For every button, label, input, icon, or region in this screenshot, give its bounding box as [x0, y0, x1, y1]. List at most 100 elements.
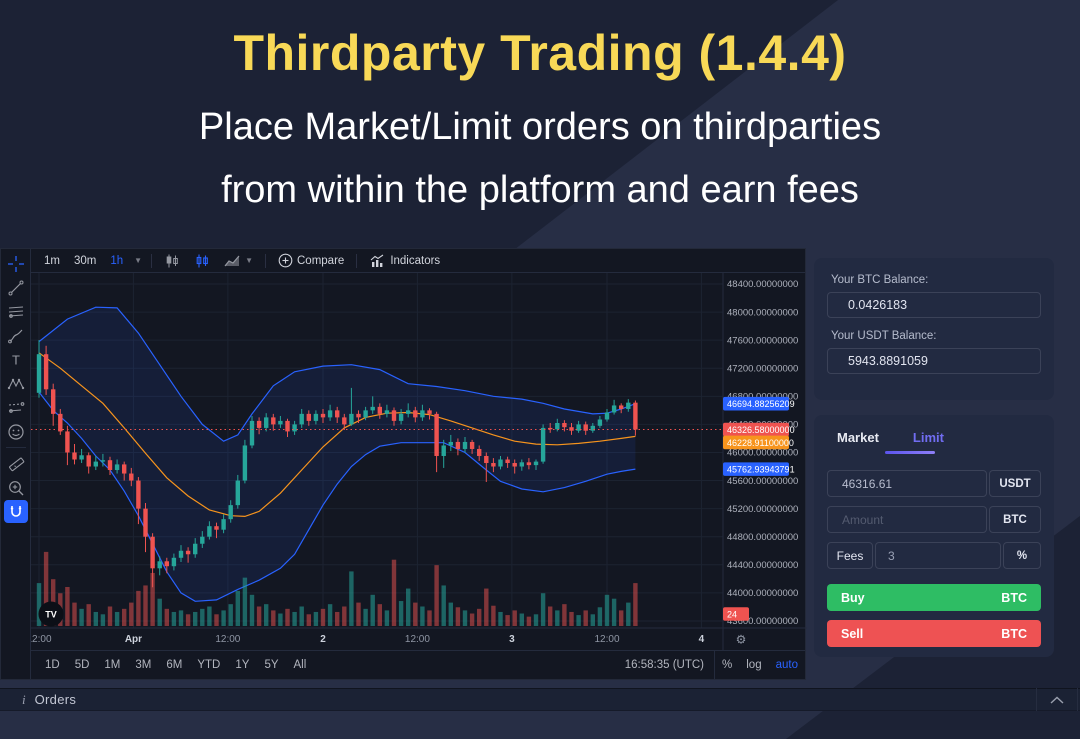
- chart-area[interactable]: TV 48400.00000000 48000.00000000 47600.0000…: [26, 273, 807, 650]
- candlestick-chart[interactable]: TV 48400.00000000 48000.00000000 47600.0000…: [26, 273, 807, 650]
- toolbar-separator: [265, 253, 266, 268]
- log-scale-button[interactable]: log: [746, 659, 762, 671]
- crosshair-tool-button[interactable]: [4, 252, 28, 275]
- magnet-tool-button[interactable]: [3, 500, 28, 523]
- interval-button-1h[interactable]: 1h: [110, 254, 124, 267]
- svg-text:48400.00000000: 48400.00000000: [727, 279, 798, 290]
- trend-line-tool-button[interactable]: [4, 276, 28, 299]
- buy-unit: BTC: [1001, 590, 1027, 605]
- ruler-tool-button[interactable]: [4, 452, 28, 475]
- svg-text:48000.00000000: 48000.00000000: [727, 307, 798, 318]
- svg-text:45200.00000000: 45200.00000000: [727, 504, 798, 515]
- axis-settings-gear-icon[interactable]: ⚙: [736, 633, 747, 647]
- footer-right: 16:58:35 (UTC) % log auto: [625, 651, 805, 679]
- indicators-button[interactable]: Indicators: [362, 250, 447, 272]
- tab-limit[interactable]: Limit: [912, 430, 944, 445]
- range-button-YTD[interactable]: YTD: [197, 659, 221, 671]
- svg-text:12:00: 12:00: [31, 634, 52, 645]
- projection-tool-button[interactable]: [4, 396, 28, 419]
- candles-layer: [36, 340, 638, 588]
- zoom-in-icon: [8, 480, 23, 495]
- orders-bar: i Orders: [0, 688, 1080, 711]
- page-header: Thirdparty Trading (1.4.4) Place Market/…: [0, 0, 1080, 221]
- svg-text:45600.00000000: 45600.00000000: [727, 476, 798, 487]
- svg-text:24: 24: [727, 609, 737, 619]
- svg-text:46228.91100000: 46228.91100000: [727, 438, 794, 448]
- xabcd-pattern-tool-button[interactable]: [4, 372, 28, 395]
- svg-text:12:00: 12:00: [215, 634, 240, 645]
- chevron-down-icon: ▼: [134, 256, 143, 265]
- brush-icon: [7, 329, 22, 343]
- toolbar-divider: [5, 447, 26, 448]
- zoom-in-tool-button[interactable]: [4, 476, 28, 499]
- range-button-6M[interactable]: 6M: [166, 659, 183, 671]
- order-form-card: Market Limit 46316.61 USDT Amount BTC Fe…: [814, 415, 1054, 657]
- price-row: 46316.61 USDT: [827, 470, 1041, 497]
- horizontal-lines-icon: [8, 305, 23, 318]
- horizontal-lines-tool-button[interactable]: [4, 300, 28, 323]
- indicators-label: Indicators: [390, 254, 441, 267]
- tab-market[interactable]: Market: [837, 430, 879, 445]
- amount-unit: BTC: [989, 506, 1041, 533]
- text-icon: T: [12, 352, 20, 367]
- text-tool-button[interactable]: T: [4, 348, 28, 371]
- svg-text:47600.00000000: 47600.00000000: [727, 335, 798, 346]
- bollinger-upper-line: [38, 306, 636, 442]
- svg-text:45762.93943791: 45762.93943791: [727, 465, 795, 475]
- range-button-1M[interactable]: 1M: [104, 659, 121, 671]
- range-button-1D[interactable]: 1D: [45, 659, 60, 671]
- interval-dropdown-button[interactable]: ▼: [130, 250, 146, 272]
- buy-button[interactable]: Buy BTC: [827, 584, 1041, 611]
- btc-balance-field[interactable]: 0.0426183: [827, 292, 1041, 318]
- range-button-5Y[interactable]: 5Y: [264, 659, 279, 671]
- emoji-tool-button[interactable]: [4, 420, 28, 443]
- auto-scale-button[interactable]: auto: [775, 659, 798, 671]
- interval-button-30m[interactable]: 30m: [73, 254, 97, 267]
- svg-text:46326.58000000: 46326.58000000: [727, 425, 795, 435]
- svg-text:Apr: Apr: [125, 634, 142, 645]
- sell-button[interactable]: Sell BTC: [827, 620, 1041, 647]
- range-button-3M[interactable]: 3M: [135, 659, 152, 671]
- crosshair-icon: [7, 255, 24, 272]
- trend-line-icon: [8, 280, 23, 295]
- toolbar-separator: [151, 253, 153, 268]
- price-input[interactable]: 46316.61: [827, 470, 987, 497]
- interval-button-1m[interactable]: 1m: [44, 254, 60, 267]
- interval-group: 1m 30m 1h: [37, 250, 130, 272]
- bollinger-basis-line: [38, 352, 636, 518]
- range-selector: 1D 5D 1M 3M 6M YTD 1Y 5Y All: [31, 657, 310, 673]
- amount-row: Amount BTC: [827, 506, 1041, 533]
- area-chart-icon: [224, 255, 240, 266]
- fees-input[interactable]: 3: [875, 542, 1001, 569]
- area-style-button[interactable]: ▼: [217, 250, 260, 272]
- price-axis[interactable]: 48400.00000000 48000.00000000 47600.000000…: [727, 279, 798, 627]
- orders-collapse-button[interactable]: [1036, 688, 1078, 711]
- percent-scale-button[interactable]: %: [722, 659, 733, 671]
- time-axis[interactable]: 12:00 Apr 12:00 2 12:00 3 12:00 4: [26, 634, 705, 645]
- range-button-All[interactable]: All: [293, 659, 307, 671]
- range-button-1Y[interactable]: 1Y: [235, 659, 250, 671]
- compare-button[interactable]: Compare: [271, 250, 351, 272]
- svg-text:3: 3: [509, 634, 515, 645]
- svg-text:46694.88256209: 46694.88256209: [727, 399, 795, 409]
- projection-icon: [8, 401, 24, 413]
- tradingview-logo[interactable]: TV: [38, 601, 64, 627]
- bollinger-lower-line: [38, 391, 636, 602]
- hollow-candles-style-button[interactable]: [187, 250, 217, 272]
- orders-bar-left[interactable]: i Orders: [0, 692, 76, 708]
- chart-footer: 1D 5D 1M 3M 6M YTD 1Y 5Y All 16:58:35 (UTC) % lo…: [31, 650, 805, 679]
- order-tabs: Market Limit: [827, 430, 1041, 445]
- amount-input[interactable]: Amount: [827, 506, 987, 533]
- brush-tool-button[interactable]: [4, 324, 28, 347]
- range-button-5D[interactable]: 5D: [74, 659, 90, 671]
- svg-text:TV: TV: [45, 610, 57, 620]
- candles-style-button[interactable]: [157, 250, 187, 272]
- xabcd-pattern-icon: [7, 378, 24, 389]
- orders-label: Orders: [34, 692, 77, 707]
- svg-text:43600.00000000: 43600.00000000: [727, 616, 798, 627]
- drawing-tools-sidebar: T: [1, 249, 31, 679]
- svg-text:T: T: [12, 352, 20, 367]
- usdt-balance-field[interactable]: 5943.8891059: [827, 348, 1041, 374]
- hollow-candles-icon: [196, 254, 208, 267]
